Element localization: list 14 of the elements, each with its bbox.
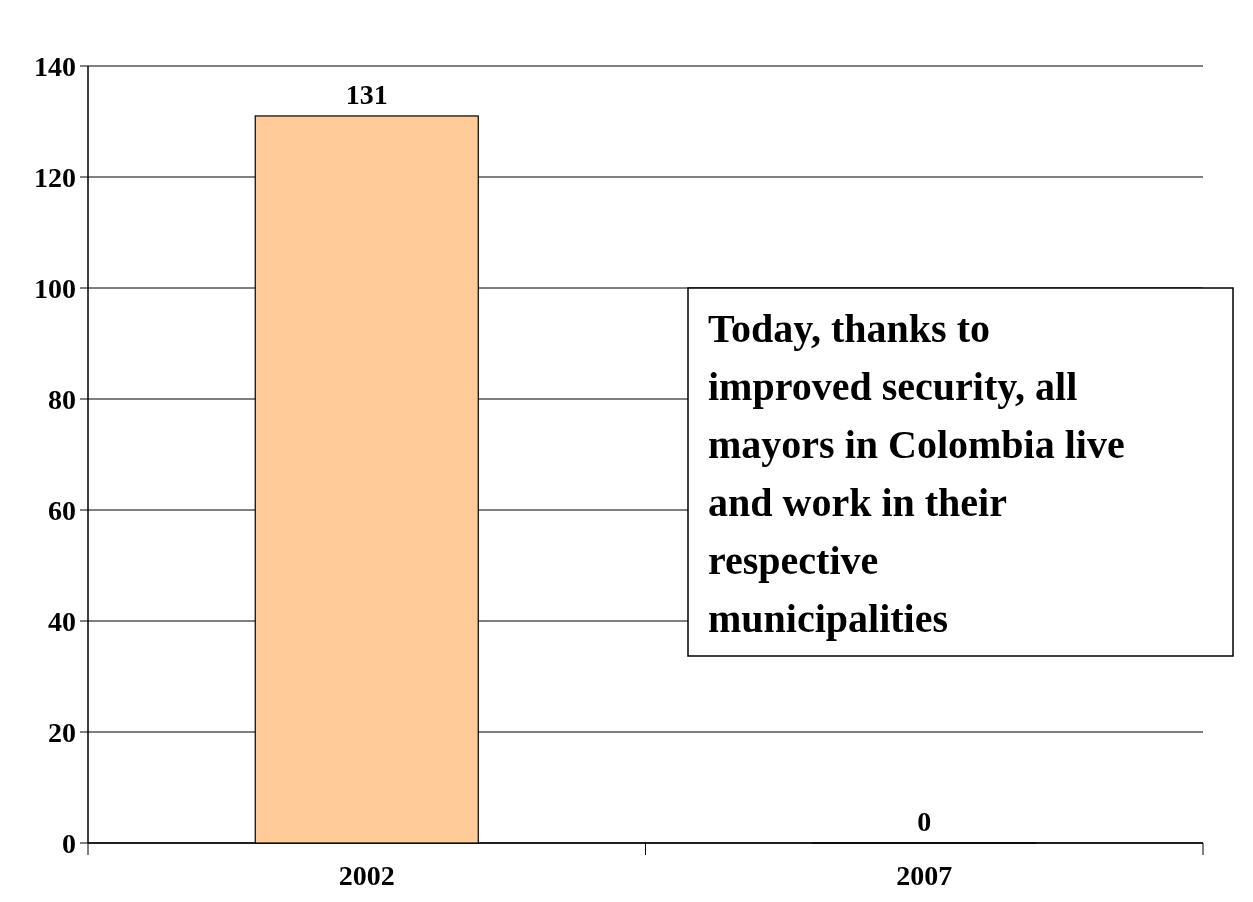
text-box: Today, thanks to improved security, all mayors in Colombia live and work in their respective municipalities: [687, 287, 1234, 657]
y-tick-label: 100: [34, 272, 76, 304]
data-label: 131: [345, 78, 388, 110]
y-tick-label: 0: [62, 827, 76, 859]
x-tick-label: 2007: [896, 860, 953, 891]
x-tick-label: 2002: [338, 860, 395, 891]
y-tick-label: 140: [34, 50, 76, 82]
annotation: Today, thanks to improved security, all mayors in Colombia live and work in their respective municipalities: [708, 306, 1125, 641]
y-tick-label: 120: [34, 161, 76, 193]
y-tick-label: 80: [48, 383, 76, 415]
y-tick-label: 20: [48, 716, 76, 748]
y-tick-label: 40: [48, 605, 76, 637]
data-label: 0: [917, 806, 932, 837]
y-tick-label: 60: [48, 494, 76, 526]
